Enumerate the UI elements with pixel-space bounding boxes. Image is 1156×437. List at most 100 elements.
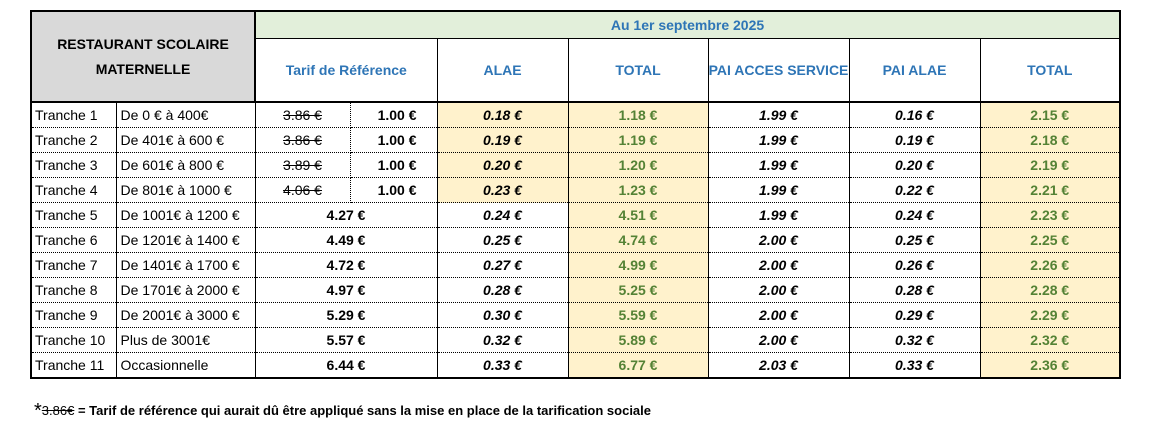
alae-price: 0.24 € (437, 202, 569, 228)
income-range: De 1401€ à 1700 € (116, 252, 256, 278)
income-range: De 401€ à 600 € (116, 127, 256, 153)
pai-total-price: 2.28 € (980, 277, 1122, 303)
reference-price: 1.00 € (350, 127, 438, 153)
tranche-label: Tranche 11 (30, 352, 117, 379)
column-header-total: TOTAL (568, 38, 709, 103)
tarif-table: RESTAURANT SCOLAIRE MATERNELLE Au 1er se… (29, 10, 1122, 379)
pai-service-price: 2.00 € (708, 227, 850, 253)
income-range: De 601€ à 800 € (116, 152, 256, 178)
reference-price: 4.27 € (255, 202, 438, 228)
total-price: 4.51 € (568, 202, 709, 228)
reference-price: 4.97 € (255, 277, 438, 303)
total-price: 5.89 € (568, 327, 709, 353)
income-range: De 2001€ à 3000 € (116, 302, 256, 328)
tranche-label: Tranche 9 (30, 302, 117, 328)
table-row: Tranche 4 De 801€ à 1000 € 4.06 € 1.00 €… (30, 177, 1122, 203)
column-header-pai-total: TOTAL (980, 38, 1122, 103)
total-price: 1.23 € (568, 177, 709, 203)
pai-alae-price: 0.20 € (849, 152, 981, 178)
income-range: De 1001€ à 1200 € (116, 202, 256, 228)
pai-total-price: 2.15 € (980, 102, 1122, 128)
table-row: Tranche 8 De 1701€ à 2000 € 4.97 € 0.28 … (30, 277, 1122, 303)
pai-service-price: 2.00 € (708, 277, 850, 303)
alae-price: 0.33 € (437, 352, 569, 379)
total-price: 5.25 € (568, 277, 709, 303)
footnote-text: = Tarif de référence qui aurait dû être … (74, 403, 652, 418)
reference-price: 1.00 € (350, 102, 438, 128)
reference-price: 5.29 € (255, 302, 438, 328)
pai-service-price: 2.00 € (708, 252, 850, 278)
old-reference-price: 3.86 € (255, 102, 351, 128)
pai-alae-price: 0.26 € (849, 252, 981, 278)
table-row: Tranche 11 Occasionnelle 6.44 € 0.33 € 6… (30, 352, 1122, 379)
old-reference-price: 3.86 € (255, 127, 351, 153)
pai-service-price: 1.99 € (708, 127, 850, 153)
pai-total-price: 2.29 € (980, 302, 1122, 328)
footnote: *3.86€ = Tarif de référence qui aurait d… (34, 398, 652, 422)
pai-service-price: 2.03 € (708, 352, 850, 379)
income-range: De 1201€ à 1400 € (116, 227, 256, 253)
income-range: De 0 € à 400€ (116, 102, 256, 128)
alae-price: 0.19 € (437, 127, 569, 153)
pai-alae-price: 0.24 € (849, 202, 981, 228)
period-header: Au 1er septembre 2025 (255, 10, 1122, 39)
pai-service-price: 1.99 € (708, 152, 850, 178)
table-row: Tranche 5 De 1001€ à 1200 € 4.27 € 0.24 … (30, 202, 1122, 228)
tranche-label: Tranche 8 (30, 277, 117, 303)
tranche-label: Tranche 4 (30, 177, 117, 203)
column-header-pai-acces-service: PAI ACCES SERVICE (708, 38, 850, 103)
column-header-tarif-reference: Tarif de Référence (255, 38, 438, 103)
tranche-label: Tranche 3 (30, 152, 117, 178)
tranche-label: Tranche 2 (30, 127, 117, 153)
pai-alae-price: 0.33 € (849, 352, 981, 379)
pai-total-price: 2.25 € (980, 227, 1122, 253)
income-range: Plus de 3001€ (116, 327, 256, 353)
pai-alae-price: 0.29 € (849, 302, 981, 328)
table-title-line1: RESTAURANT SCOLAIRE (57, 35, 229, 52)
income-range: De 801€ à 1000 € (116, 177, 256, 203)
pai-alae-price: 0.19 € (849, 127, 981, 153)
pai-alae-price: 0.25 € (849, 227, 981, 253)
table-title: RESTAURANT SCOLAIRE MATERNELLE (29, 10, 257, 103)
alae-price: 0.18 € (437, 102, 569, 128)
alae-price: 0.25 € (437, 227, 569, 253)
pai-alae-price: 0.16 € (849, 102, 981, 128)
total-price: 1.20 € (568, 152, 709, 178)
alae-price: 0.30 € (437, 302, 569, 328)
pai-service-price: 1.99 € (708, 177, 850, 203)
reference-price: 4.72 € (255, 252, 438, 278)
reference-price: 1.00 € (350, 177, 438, 203)
tranche-label: Tranche 6 (30, 227, 117, 253)
pai-total-price: 2.18 € (980, 127, 1122, 153)
pai-total-price: 2.19 € (980, 152, 1122, 178)
table-title-line2: MATERNELLE (95, 60, 191, 77)
table-row: Tranche 2 De 401€ à 600 € 3.86 € 1.00 € … (30, 127, 1122, 153)
pai-total-price: 2.36 € (980, 352, 1122, 379)
reference-price: 4.49 € (255, 227, 438, 253)
tranche-label: Tranche 10 (30, 327, 117, 353)
pai-alae-price: 0.22 € (849, 177, 981, 203)
total-price: 4.74 € (568, 227, 709, 253)
alae-price: 0.23 € (437, 177, 569, 203)
pai-service-price: 1.99 € (708, 102, 850, 128)
total-price: 6.77 € (568, 352, 709, 379)
pai-total-price: 2.23 € (980, 202, 1122, 228)
tranche-label: Tranche 5 (30, 202, 117, 228)
income-range: Occasionnelle (116, 352, 256, 379)
pai-service-price: 2.00 € (708, 302, 850, 328)
total-price: 4.99 € (568, 252, 709, 278)
alae-price: 0.28 € (437, 277, 569, 303)
alae-price: 0.27 € (437, 252, 569, 278)
total-price: 1.18 € (568, 102, 709, 128)
table-row: Tranche 7 De 1401€ à 1700 € 4.72 € 0.27 … (30, 252, 1122, 278)
table-row: Tranche 6 De 1201€ à 1400 € 4.49 € 0.25 … (30, 227, 1122, 253)
reference-price: 6.44 € (255, 352, 438, 379)
footnote-struck-price: 3.86€ (41, 403, 75, 418)
pai-total-price: 2.32 € (980, 327, 1122, 353)
pai-alae-price: 0.28 € (849, 277, 981, 303)
pai-service-price: 1.99 € (708, 202, 850, 228)
total-price: 1.19 € (568, 127, 709, 153)
table-row: Tranche 9 De 2001€ à 3000 € 5.29 € 0.30 … (30, 302, 1122, 328)
table-row: Tranche 10 Plus de 3001€ 5.57 € 0.32 € 5… (30, 327, 1122, 353)
old-reference-price: 4.06 € (255, 177, 351, 203)
